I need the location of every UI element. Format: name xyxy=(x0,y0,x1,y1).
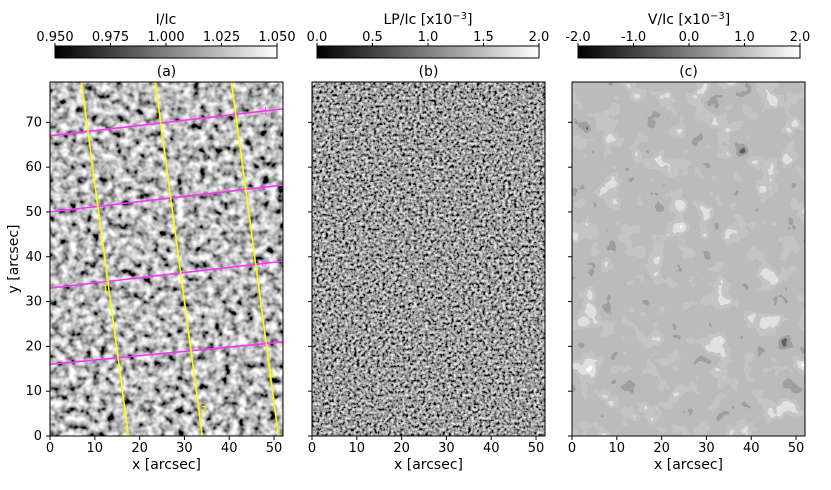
cut-line xyxy=(50,260,283,289)
cut-line xyxy=(50,341,283,366)
panel-2: LP/Ic [x10−3] 0.0 0.5 1.0 1.5 2.0 (b) 0 10 20 30 40… xyxy=(307,11,550,473)
y-tick-label: 40 xyxy=(25,250,42,265)
colorbar-title-exponent: −3 xyxy=(710,11,725,22)
cut-line-label: b xyxy=(261,259,267,269)
colorbar-tick-label: 0.975 xyxy=(92,30,129,45)
x-tick-label: 20 xyxy=(653,441,670,456)
panel-label: (c) xyxy=(679,64,698,80)
slit-line-label: 2 xyxy=(201,405,207,416)
colorbar-title: LP/Ic [x10−3] xyxy=(383,11,472,28)
cut-line-label: d xyxy=(261,107,267,117)
colorbar-title-end: ] xyxy=(467,12,472,28)
colorbar-tick-label: 1.0 xyxy=(734,30,755,45)
y-tick-label: 0 xyxy=(34,429,42,444)
colorbar-tick-label: 1.5 xyxy=(473,30,494,45)
slit-line xyxy=(230,82,280,436)
colorbar-title-end: ] xyxy=(725,12,730,28)
x-axis-label: x [arcsec] xyxy=(132,457,201,473)
x-tick-label: 10 xyxy=(609,441,626,456)
x-tick-label: 40 xyxy=(221,441,238,456)
panel-3: V/Ic [x10−3] -2.0 -1.0 0.0 1.0 2.0 (c) 0 10 20 30 4… xyxy=(565,11,810,473)
x-tick-label: 40 xyxy=(743,441,760,456)
x-tick-label: 0 xyxy=(568,441,576,456)
x-tick-label: 20 xyxy=(393,441,410,456)
colorbar-tick-label: 2.0 xyxy=(790,30,811,45)
x-axis-label: x [arcsec] xyxy=(654,457,723,473)
x-tick-label: 40 xyxy=(483,441,500,456)
colorbar-tick-label: 1.000 xyxy=(147,30,184,45)
colorbar-title-text: I/Ic xyxy=(156,12,177,28)
x-tick-label: 10 xyxy=(349,441,366,456)
x-tick-label: 50 xyxy=(266,441,283,456)
y-tick-label: 10 xyxy=(25,384,42,399)
colorbar-tick-label: 1.0 xyxy=(418,30,439,45)
x-tick-label: 20 xyxy=(131,441,148,456)
colorbar-tick-label: 0.0 xyxy=(307,30,328,45)
cut-line xyxy=(50,108,283,137)
plot-frame xyxy=(49,81,284,437)
colorbar-tick-label: 1.050 xyxy=(258,30,295,45)
panel-label: (a) xyxy=(157,64,177,80)
cut-line-label: c xyxy=(261,183,266,193)
colorbar-tick-label: 0.5 xyxy=(362,30,383,45)
x-axis-label: x [arcsec] xyxy=(394,457,463,473)
plot-frame xyxy=(311,81,546,437)
y-tick-label: 20 xyxy=(25,339,42,354)
colorbar-tick-label: 0.950 xyxy=(36,30,73,45)
y-tick-label: 30 xyxy=(25,295,42,310)
slit-line-label: 1 xyxy=(102,284,108,295)
heatmap-image xyxy=(50,82,283,436)
colorbar-title: V/Ic [x10−3] xyxy=(648,11,730,28)
y-tick-label: 60 xyxy=(25,160,42,175)
colorbar-title-exponent: −3 xyxy=(452,11,467,22)
colorbar-tick-label: -2.0 xyxy=(565,30,590,45)
plot-frame xyxy=(571,81,806,437)
colorbar xyxy=(54,45,278,59)
slit-line xyxy=(154,82,204,436)
x-tick-label: 30 xyxy=(438,441,455,456)
colorbar-tick-label: 2.0 xyxy=(529,30,550,45)
colorbar-tick-label: 1.025 xyxy=(203,30,240,45)
colorbar xyxy=(577,45,801,59)
panel-1: I/Ic0.950 0.975 1.000 1.025 1.050(a)abcd3210… xyxy=(6,12,296,473)
colorbar-tick-label: 0.0 xyxy=(679,30,700,45)
overlay-lines: a b c d 3 2 1 xyxy=(50,82,283,436)
x-tick-label: 0 xyxy=(46,441,54,456)
colorbar-title: I/Ic xyxy=(156,12,177,28)
colorbar-tick-label: -1.0 xyxy=(621,30,646,45)
x-tick-label: 50 xyxy=(528,441,545,456)
y-tick-label: 50 xyxy=(25,205,42,220)
slit-line-label: 3 xyxy=(268,369,274,380)
y-axis-label: y [arcsec] xyxy=(6,225,22,294)
slit-line xyxy=(80,82,130,436)
cut-line-label: a xyxy=(261,340,267,350)
colorbar xyxy=(316,45,540,59)
colorbar-title-text: V/Ic [x10 xyxy=(648,12,710,28)
x-tick-label: 30 xyxy=(698,441,715,456)
x-tick-label: 50 xyxy=(788,441,805,456)
heatmap-image xyxy=(312,82,545,436)
y-tick-label: 70 xyxy=(25,115,42,130)
cut-line xyxy=(50,184,283,213)
heatmap-image xyxy=(572,82,805,436)
x-tick-label: 30 xyxy=(176,441,193,456)
colorbar-title-text: LP/Ic [x10 xyxy=(383,12,452,28)
x-tick-label: 10 xyxy=(87,441,104,456)
panel-label: (b) xyxy=(419,64,439,80)
x-tick-label: 0 xyxy=(308,441,316,456)
